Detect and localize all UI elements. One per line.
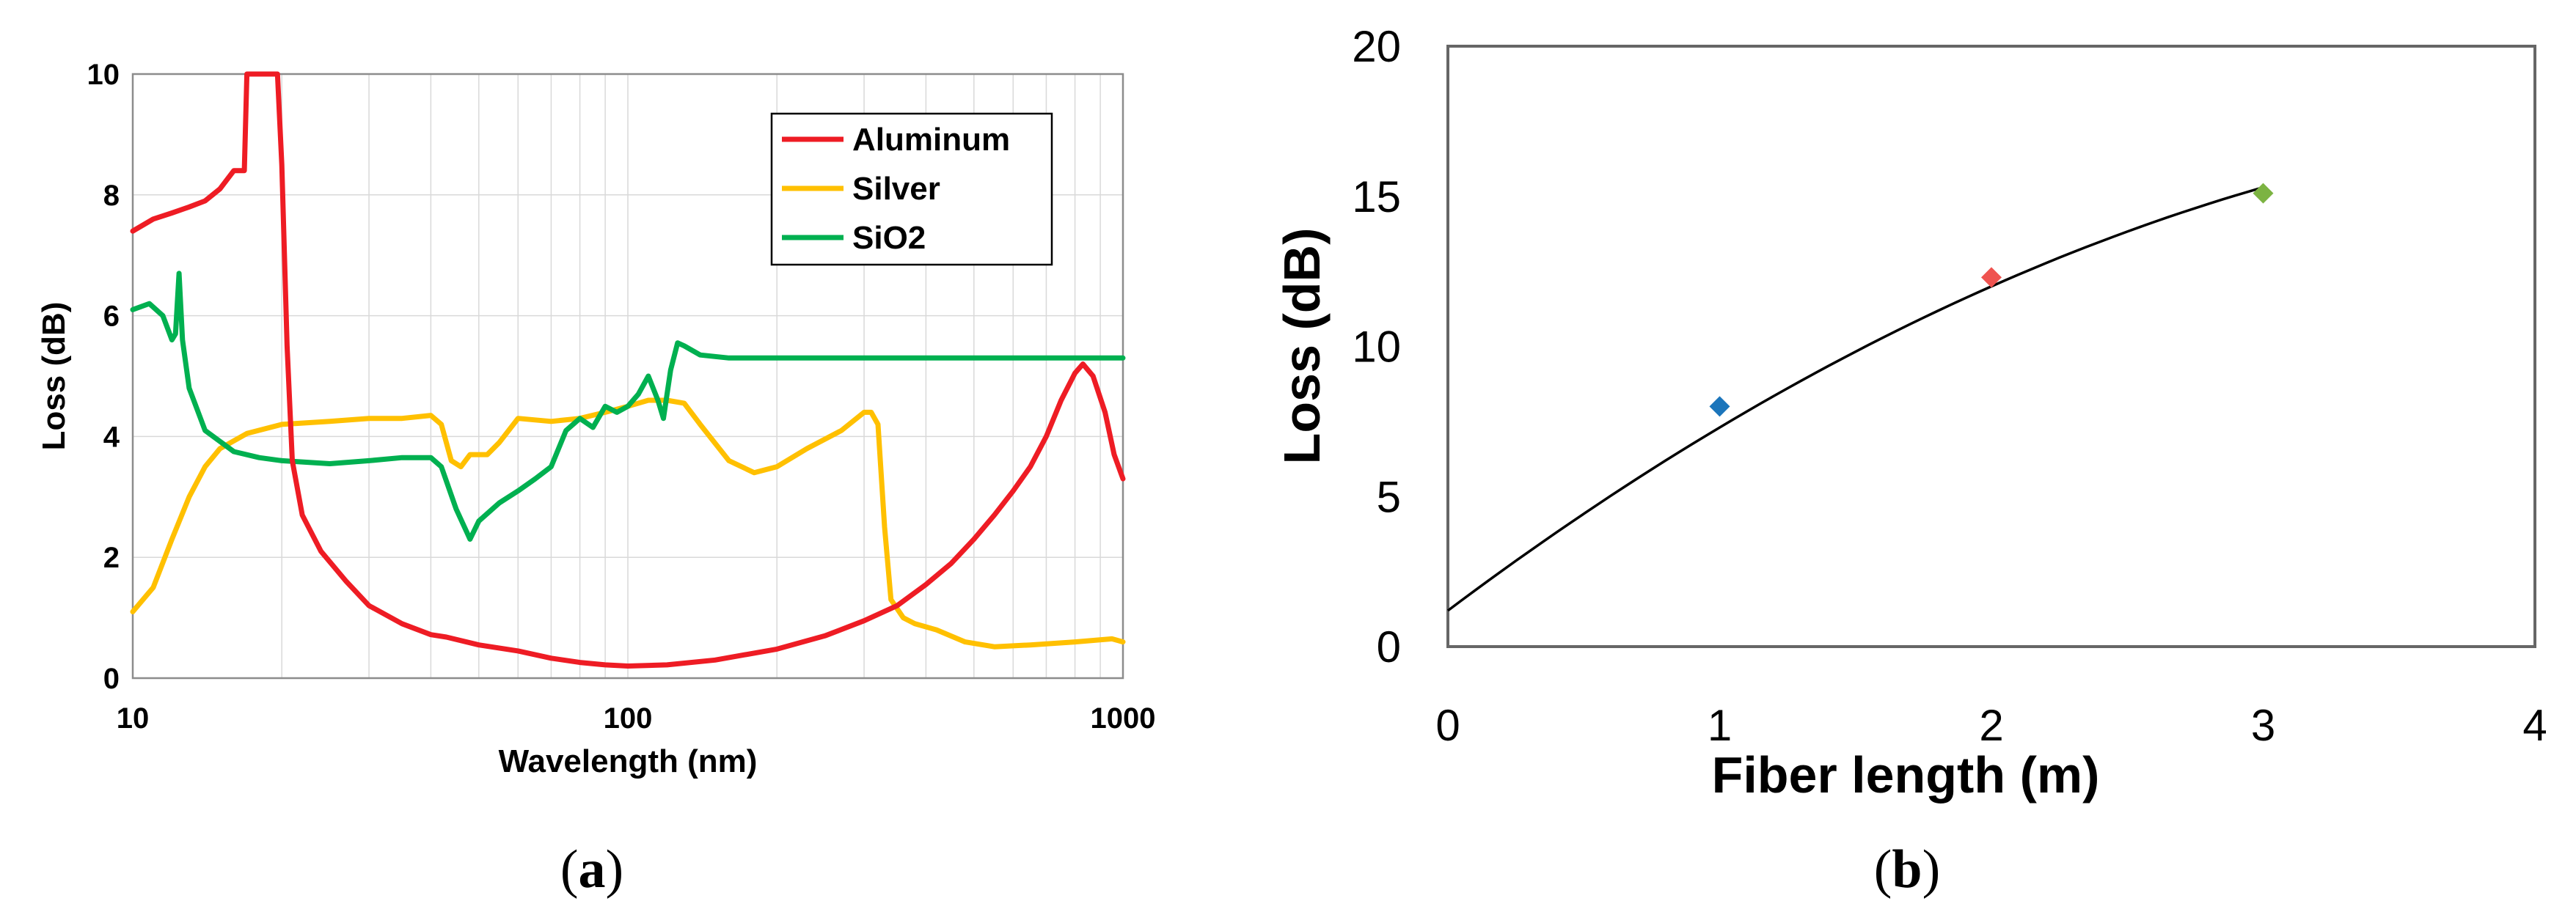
legend-label-sio2: SiO2 [852,220,926,256]
series-line-silver [130,397,1126,650]
panel-b-x-tick-label: 4 [2522,701,2547,750]
panel-a-y-tick-label: 4 [103,421,120,453]
panel-b-y-tick-label: 10 [1352,323,1401,372]
panel-b-chart: 0 5 10 15 20 0 1 2 3 4 Fiber length (m) Loss (dB… [1273,22,2547,804]
panel-a-series-lines [130,71,1126,669]
panel-a-x-tick-label: 10 [117,702,150,735]
panel-a-y-tick-label: 6 [103,301,120,333]
panel-a-chart: 0 2 4 6 8 10 10 100 1000 Wavelength (nm) Loss (… [36,59,1155,779]
panel-b-x-tick-label: 0 [1435,701,1460,750]
panel-a-x-axis-ticks: 10 100 1000 [117,702,1156,735]
panel-a-y-tick-label: 2 [103,542,120,574]
panel-b-x-tick-label: 1 [1708,701,1732,750]
data-point-marker [1709,396,1730,417]
panel-a-x-tick-label: 1000 [1091,702,1156,735]
panel-b-x-axis-label: Fiber length (m) [1712,746,2100,804]
panel-b-y-tick-label: 0 [1377,622,1401,672]
panel-a-x-axis-label: Wavelength (nm) [499,743,758,779]
caption-b: (b) [1874,839,1940,900]
legend-label-silver: Silver [852,171,940,207]
panel-b-y-tick-label: 5 [1377,472,1401,521]
panel-a-legend: Aluminum Silver SiO2 [770,112,1053,266]
series-line-sio2 [130,271,1126,542]
panel-b-y-tick-label: 15 [1352,172,1401,221]
data-point-marker [2253,183,2274,204]
panel-b-x-tick-label: 2 [1979,701,2003,750]
panel-b-x-axis-ticks: 0 1 2 3 4 [1435,701,2547,750]
panel-b-y-tick-label: 20 [1352,22,1401,71]
legend-label-aluminum: Aluminum [852,122,1010,158]
panel-a-x-tick-label: 100 [604,702,653,735]
panel-b-trendline [1446,185,2264,612]
panel-a-y-tick-label: 0 [103,663,120,695]
series-line-aluminum [130,71,1126,669]
panel-b-plot-frame [1446,45,2536,648]
panel-b-data-points [1709,183,2274,417]
panel-a-y-tick-label: 10 [87,59,120,91]
panel-a-y-axis-label: Loss (dB) [36,302,72,451]
data-point-marker [1981,267,2002,288]
caption-a: (a) [560,839,623,900]
panel-a-y-tick-label: 8 [103,180,120,212]
panel-a-y-axis-ticks: 0 2 4 6 8 10 [87,59,120,695]
panel-b-y-axis-label: Loss (dB) [1273,228,1331,465]
panel-b-y-axis-ticks: 0 5 10 15 20 [1352,22,1401,672]
panel-b-x-tick-label: 3 [2251,701,2275,750]
panel-a-plot-frame [131,73,1124,680]
